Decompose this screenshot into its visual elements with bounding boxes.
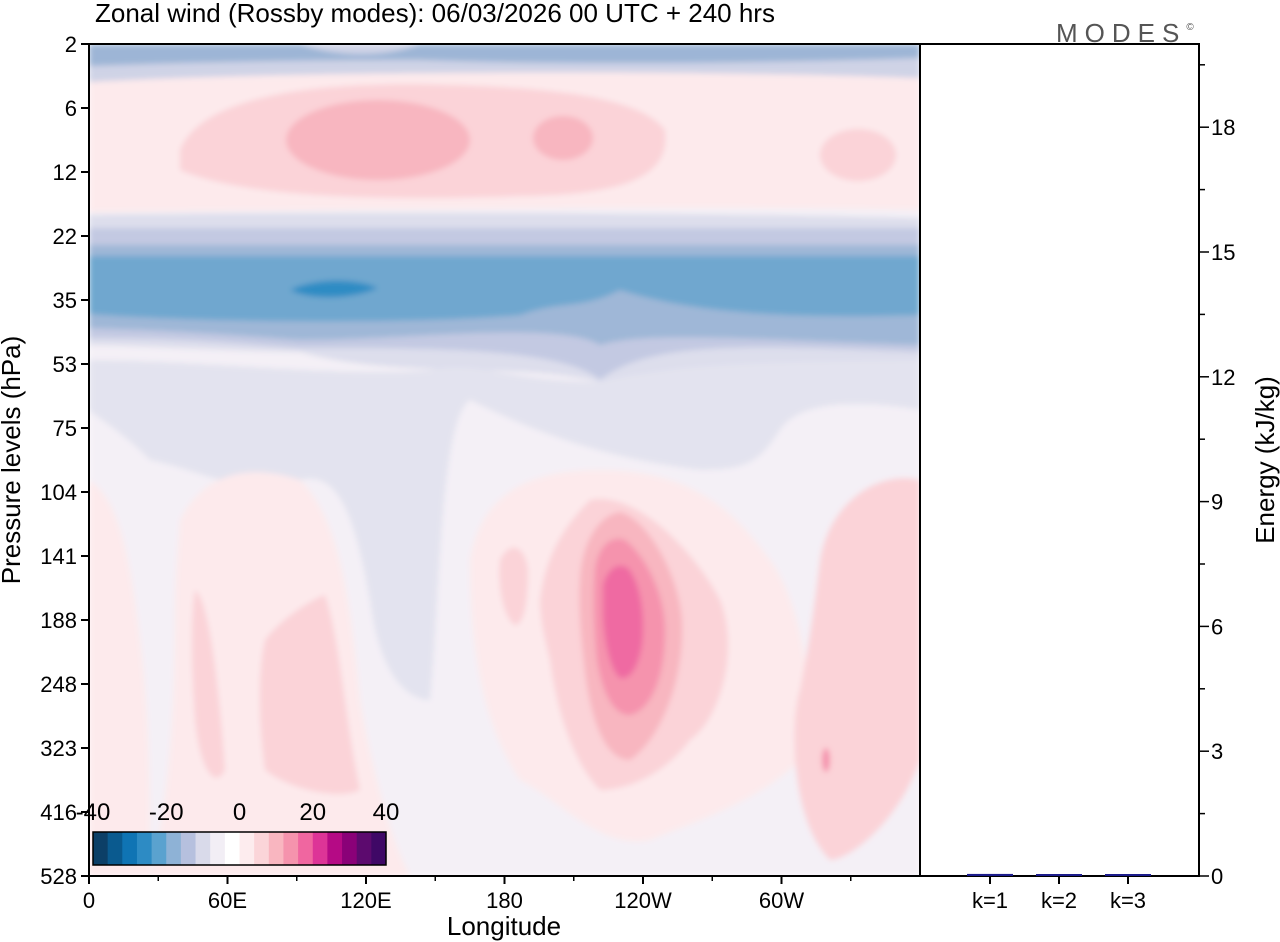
energy-bar xyxy=(1105,874,1151,876)
y-ticks: 2 6 12 22 35 53 75 104 141 188 248 323 416 528 xyxy=(40,32,89,889)
energy-tick-label: 0 xyxy=(1211,864,1223,889)
colorbar-swatch xyxy=(371,832,387,865)
y-tick-label: 141 xyxy=(40,544,77,569)
y-tick-label: 22 xyxy=(53,224,77,249)
y-axis-label: Pressure levels (hPa) xyxy=(0,336,26,585)
y-tick-label: 104 xyxy=(40,480,77,505)
colorbar-swatch xyxy=(342,832,358,865)
y-tick-label: 75 xyxy=(53,416,77,441)
y-tick-label: 6 xyxy=(65,96,77,121)
colorbar-swatch xyxy=(136,832,153,865)
colorbar-swatch xyxy=(312,832,328,865)
colorbar-swatch xyxy=(224,832,240,865)
energy-category-label: k=3 xyxy=(1110,888,1146,913)
energy-bar xyxy=(967,873,1013,876)
y-tick-label: 248 xyxy=(40,672,77,697)
colorbar: -40 -20 0 20 40 xyxy=(76,799,400,866)
x-tick-label: 60E xyxy=(208,888,247,913)
energy-tick-label: 6 xyxy=(1211,614,1223,639)
energy-tick-label: 12 xyxy=(1211,365,1235,390)
x-tick-label: 180 xyxy=(486,888,523,913)
colorbar-label: 20 xyxy=(299,799,326,826)
y-tick-label: 323 xyxy=(40,736,77,761)
colorbar-label: 0 xyxy=(233,799,246,826)
colorbar-swatch xyxy=(210,832,226,865)
colorbar-swatch xyxy=(268,832,284,865)
energy-bar xyxy=(1036,874,1082,876)
energy-category-label: k=2 xyxy=(1041,888,1077,913)
energy-category-label: k=1 xyxy=(972,888,1008,913)
x-axis-label: Longitude xyxy=(447,911,561,941)
y-tick-label: 2 xyxy=(65,32,77,57)
colorbar-swatch xyxy=(151,832,167,865)
y-tick-label: 416 xyxy=(40,800,77,825)
colorbar-swatch xyxy=(107,832,123,865)
colorbar-swatch xyxy=(93,832,109,865)
energy-panel xyxy=(919,43,1200,877)
x-tick-label: 0 xyxy=(83,888,95,913)
y-tick-label: 53 xyxy=(53,352,77,377)
energy-tick-label: 9 xyxy=(1211,490,1223,515)
x-ticks: 0 60E 120E 180 120W 60W xyxy=(83,876,852,913)
energy-axis-label: Energy (kJ/kg) xyxy=(1250,376,1280,544)
colorbar-label: -20 xyxy=(149,799,184,826)
y-tick-label: 12 xyxy=(53,160,77,185)
energy-y-ticks: 0 3 6 9 12 15 18 xyxy=(1199,64,1235,889)
colorbar-swatch xyxy=(254,832,270,865)
energy-bars: k=1 k=2 k=3 xyxy=(967,873,1151,913)
x-tick-label: 120E xyxy=(340,888,391,913)
y-tick-label: 188 xyxy=(40,608,77,633)
x-tick-label: 60W xyxy=(759,888,804,913)
x-tick-label: 120W xyxy=(614,888,672,913)
colorbar-swatch xyxy=(298,832,314,865)
y-tick-label: 35 xyxy=(53,288,77,313)
colorbar-swatch xyxy=(327,832,343,865)
colorbar-label: -40 xyxy=(76,799,111,826)
colorbar-swatch xyxy=(122,832,138,865)
colorbar-label: 40 xyxy=(373,799,400,826)
colorbar-swatch xyxy=(195,832,211,865)
y-tick-label: 528 xyxy=(40,864,77,889)
colorbar-swatch xyxy=(239,832,255,865)
energy-tick-label: 3 xyxy=(1211,739,1223,764)
colorbar-swatch xyxy=(166,832,182,865)
colorbar-swatch xyxy=(356,832,372,865)
heatmap-field xyxy=(89,44,920,876)
colorbar-swatch xyxy=(283,832,299,865)
colorbar-border xyxy=(92,831,387,866)
energy-tick-label: 15 xyxy=(1211,240,1235,265)
energy-tick-label: 18 xyxy=(1211,115,1235,140)
colorbar-swatch xyxy=(180,832,197,865)
chart-title: Zonal wind (Rossby modes): 06/03/2026 00… xyxy=(95,0,775,28)
